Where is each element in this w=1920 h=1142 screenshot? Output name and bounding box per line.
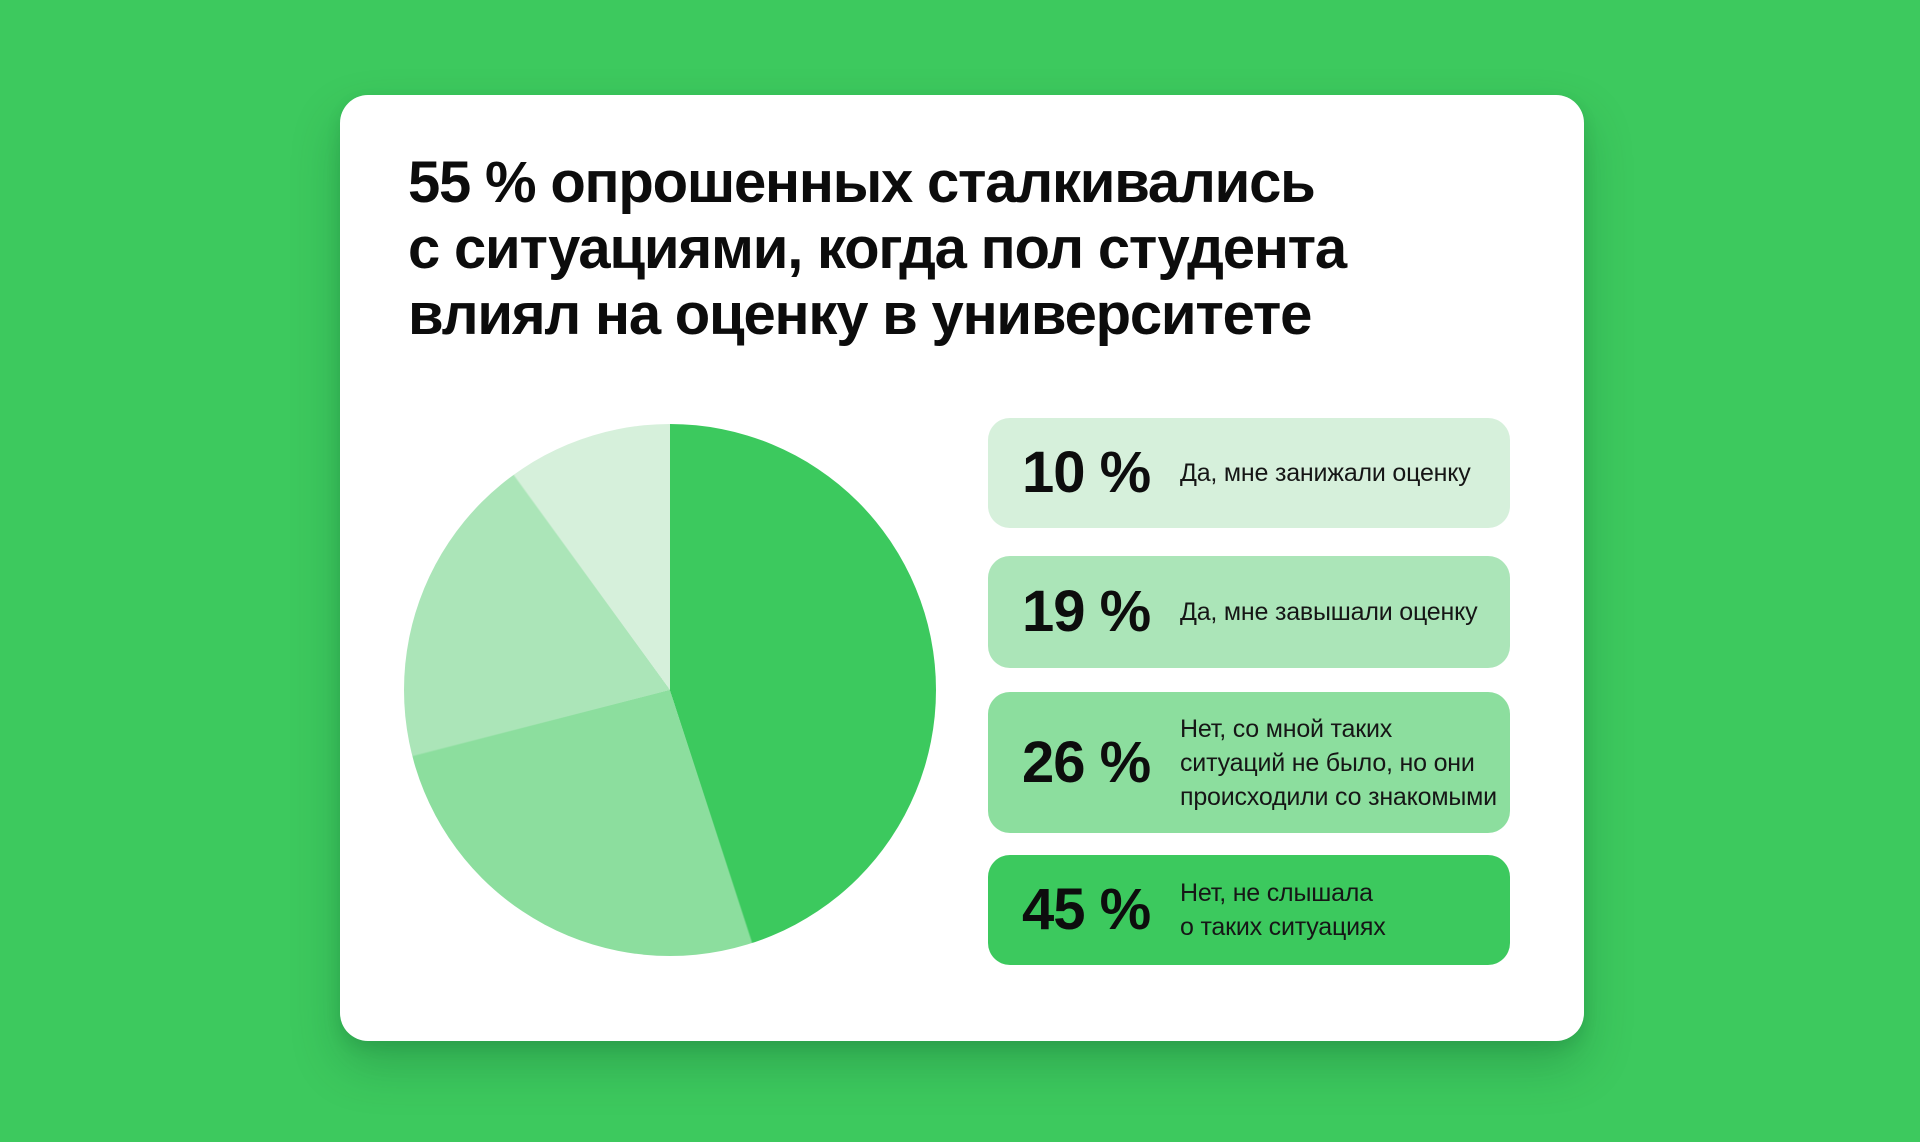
legend-item: 45 % Нет, не слышала о таких ситуациях — [988, 855, 1510, 965]
headline: 55 % опрошенных сталкивались с ситуациям… — [408, 150, 1347, 347]
card: 55 % опрошенных сталкивались с ситуациям… — [340, 95, 1584, 1041]
legend-item: 19 % Да, мне завышали оценку — [988, 556, 1510, 668]
pie-chart — [404, 424, 936, 956]
legend-percent: 45 % — [1022, 877, 1151, 942]
legend-label: Нет, со мной таких ситуаций не было, но … — [1180, 714, 1497, 811]
legend-percent: 10 % — [1022, 440, 1151, 505]
legend-percent: 26 % — [1022, 729, 1151, 795]
legend-label: Нет, не слышала о таких ситуациях — [1180, 879, 1386, 941]
legend: 10 % Да, мне занижали оценку 19 % Да, мн… — [988, 418, 1510, 965]
legend-percent: 19 % — [1022, 579, 1151, 644]
legend-item: 26 % Нет, со мной таких ситуаций не было… — [988, 692, 1510, 833]
legend-item: 10 % Да, мне занижали оценку — [988, 418, 1510, 528]
legend-label: Да, мне занижали оценку — [1180, 459, 1471, 487]
legend-label: Да, мне завышали оценку — [1180, 598, 1478, 626]
